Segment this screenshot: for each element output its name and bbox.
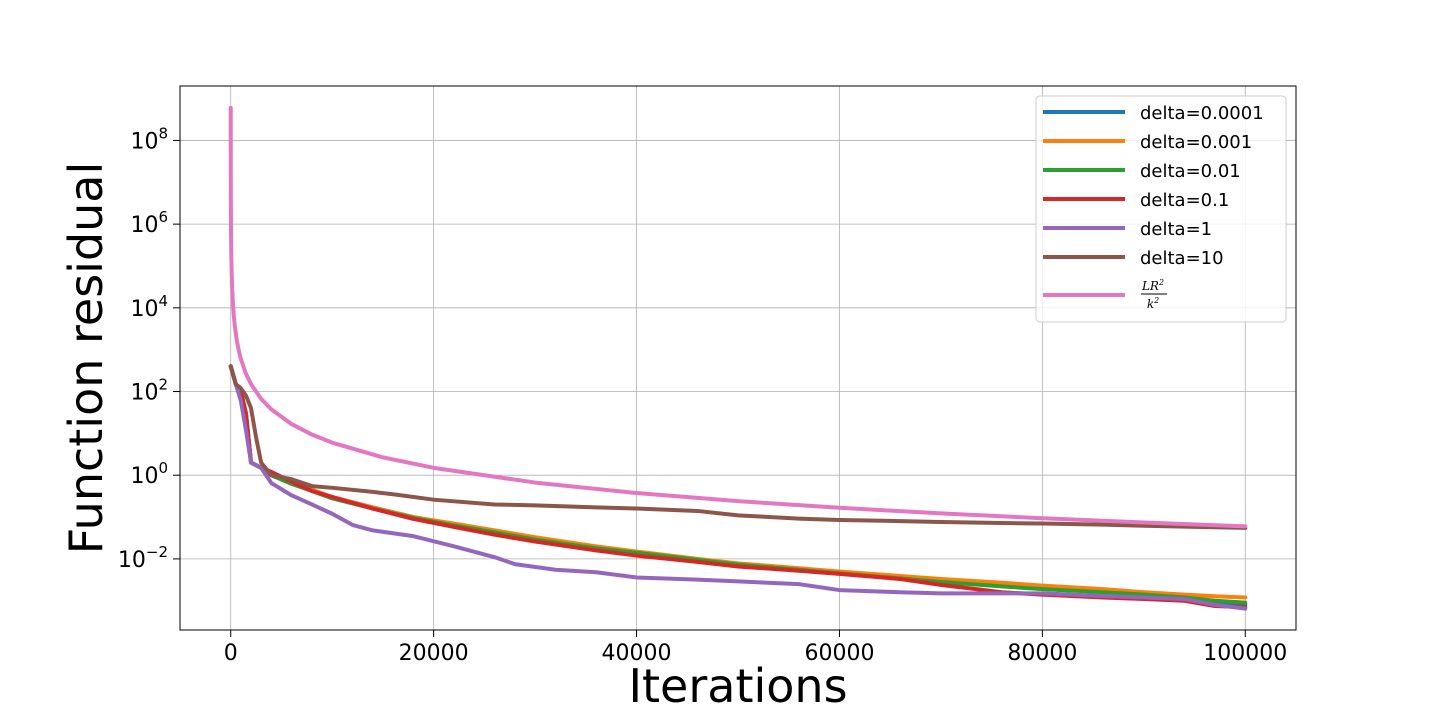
y-tick-label: 100 [130,459,168,489]
legend: delta=0.0001 delta=0.001 delta=0.01 delta=0… [1035,95,1287,323]
series-line-3 [228,364,1248,610]
y-tick-label: 108 [130,124,168,154]
y-tick-label: 106 [130,208,168,238]
series-line-4 [228,364,1248,611]
y-tick-label: 10−2 [118,543,168,573]
legend-label: delta=0.0001 [1140,103,1264,124]
series-line-6 [228,105,1248,529]
x-tick-label: 60000 [804,641,874,666]
series-line-5 [228,364,1248,530]
legend-label: delta=0.001 [1140,132,1252,153]
plot-frame [179,85,1297,631]
y-tick-label: 102 [130,376,168,406]
x-tick-label: 100000 [1203,641,1287,666]
series-lines [228,105,1248,611]
y-axis-title: Function residual [59,162,113,555]
y-tick-label: 104 [130,292,168,322]
legend-label: delta=10 [1140,248,1224,269]
legend-formula-numerator: LR2 [1141,278,1164,293]
legend-label: delta=0.1 [1140,190,1229,211]
x-tick-label: 20000 [399,641,469,666]
legend-box [1035,95,1287,323]
axis-ticks: 0 20000 40000 60000 80000 100000 10−2 100 102 104… [118,124,1287,666]
legend-label: delta=0.01 [1140,161,1241,182]
x-tick-label: 80000 [1007,641,1077,666]
legend-formula-denominator: k2 [1147,296,1159,311]
x-tick-label: 0 [224,641,238,666]
series-line-0 [228,364,1248,607]
x-axis-title: Iterations [628,659,847,713]
legend-label: delta=1 [1140,219,1212,240]
x-tick-label: 40000 [602,641,672,666]
